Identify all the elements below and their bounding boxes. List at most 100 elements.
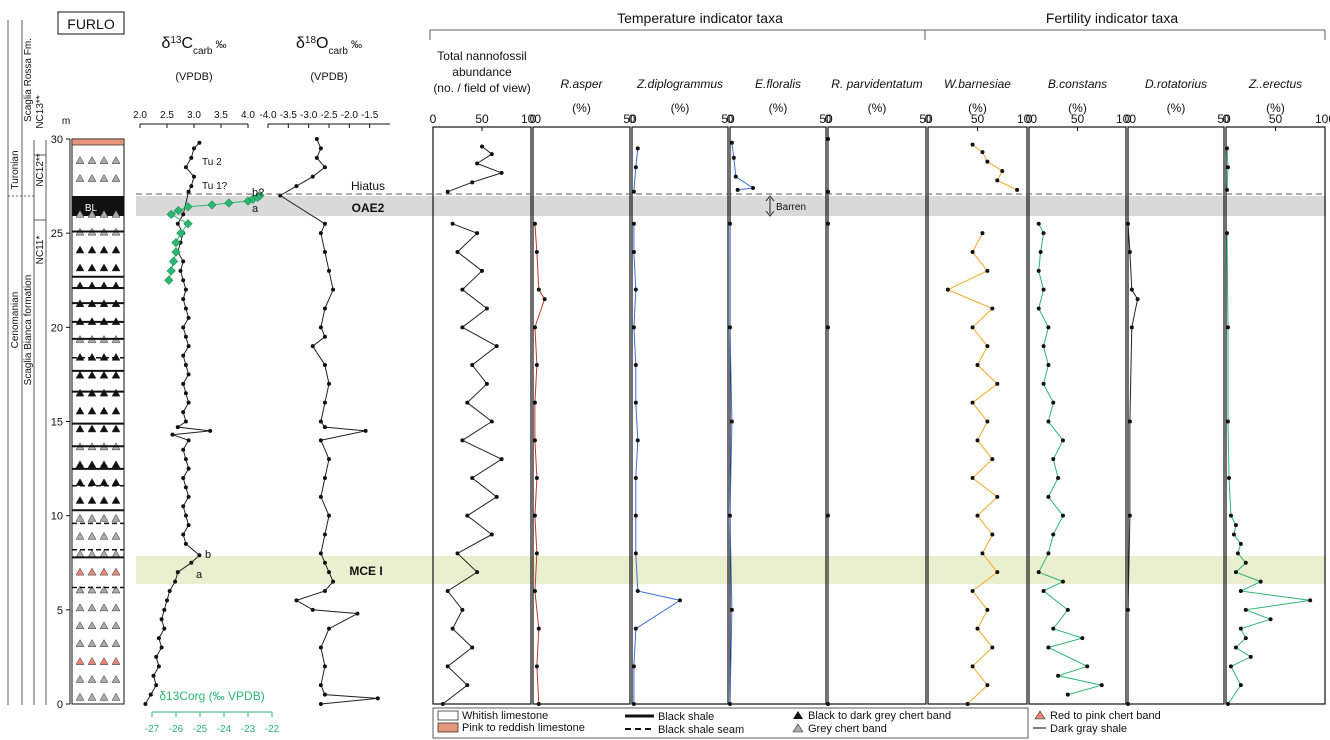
chert-band <box>99 603 109 612</box>
zerect-point <box>1243 560 1248 565</box>
wbarn-point <box>975 626 980 631</box>
c13-point <box>192 174 196 179</box>
wbarn-point <box>985 344 990 349</box>
rparv-tick-label: 50 <box>919 112 933 126</box>
zdiplo-frame <box>631 126 729 705</box>
rasper-point <box>532 400 537 405</box>
temperature-group-label: Temperature indicator taxa <box>617 10 783 26</box>
rparv-unit: (%) <box>868 101 887 115</box>
bconst-point <box>1051 457 1056 462</box>
o18-point <box>322 664 327 669</box>
c13-point <box>181 297 186 302</box>
total-point <box>489 152 494 157</box>
wbarn-point <box>1015 187 1020 192</box>
corg-point <box>183 202 193 212</box>
strat-labels: Turonian Cenomanian Scaglia Rossa Fm. Sc… <box>7 20 47 705</box>
chert-band <box>111 209 121 218</box>
c13-point <box>181 325 186 330</box>
corg-point <box>166 209 176 219</box>
rasper-point <box>534 664 539 669</box>
c13-point <box>181 353 186 358</box>
total-point <box>480 144 484 149</box>
bconst-point <box>1051 400 1056 405</box>
o18-tick-label: -4.0 <box>259 110 277 121</box>
zdiplo-point <box>633 551 638 556</box>
c13-point <box>192 146 196 151</box>
total-point <box>470 476 475 480</box>
chert-band <box>87 621 97 630</box>
chert-band <box>99 156 109 164</box>
o18-point <box>363 428 368 433</box>
panel-total: 0 50 100 Total nannofossil abundance (no. / f… <box>430 49 541 706</box>
zdiplo-point <box>633 513 638 518</box>
panel-rasper: 0 50R.asper(%) <box>530 77 637 706</box>
chert-band <box>99 657 109 665</box>
c13-point <box>181 410 186 415</box>
drot-tick-label: 50 <box>1217 112 1231 126</box>
chert-band <box>87 156 97 164</box>
c13-point <box>154 683 159 688</box>
o18-series-line <box>279 138 378 705</box>
wbarn-point <box>985 268 990 273</box>
c13-point <box>151 673 156 678</box>
chert-band <box>99 245 109 254</box>
eflor-series-line <box>729 223 733 705</box>
bconst-point <box>1065 607 1070 612</box>
zerect-point <box>1243 636 1248 641</box>
wbarn-tick-label: 100 <box>1017 112 1037 126</box>
wbarn-point <box>970 589 975 593</box>
corg-tick-label: -22 <box>265 724 280 735</box>
b-question-label: b? <box>252 187 264 199</box>
panel-c13: 2.0 2.5 3.0 3.5 4.0 δ13Ccarb ‰ (VPDB) <box>133 35 255 706</box>
bconst-point <box>1051 532 1056 537</box>
chert-band <box>111 496 121 504</box>
drot-point <box>1129 287 1134 292</box>
wbarn-series-line <box>972 144 1018 191</box>
wbarn-point <box>975 438 980 443</box>
corg-point <box>224 198 234 208</box>
chert-band <box>75 692 85 701</box>
chert-band <box>75 156 85 164</box>
o18-point <box>322 476 327 480</box>
c13-point <box>181 532 186 537</box>
bconst-point <box>1085 664 1090 669</box>
zerect-point <box>1233 645 1238 650</box>
o18-point <box>318 419 323 424</box>
section-name: FURLO <box>67 16 115 32</box>
o18-point <box>322 165 327 170</box>
bconst-tick-label: 50 <box>1071 112 1085 126</box>
zerect-point <box>1226 476 1231 480</box>
bconst-point <box>1041 287 1046 292</box>
c13-point <box>175 570 180 575</box>
depth-tick-label: 10 <box>51 511 63 523</box>
bconst-point <box>1036 306 1041 311</box>
c13-point <box>181 504 186 509</box>
rasper-frame <box>532 126 631 705</box>
c13-point <box>181 278 186 283</box>
chert-band <box>75 496 85 504</box>
chert-band <box>87 424 97 433</box>
bconst-point <box>1060 438 1065 443</box>
drot-series-line <box>1127 223 1139 704</box>
rasper-point <box>542 297 547 302</box>
zerect-point <box>1243 607 1248 612</box>
o18-point <box>310 344 315 349</box>
chert-band <box>75 585 85 594</box>
wbarn-point <box>975 363 980 367</box>
corg-point <box>171 247 181 257</box>
total-tick-label: 0 <box>430 112 437 126</box>
group-headers: Temperature indicator taxa Fertility ind… <box>429 10 1326 40</box>
bconst-tick-label: 100 <box>1116 112 1136 126</box>
zdiplo-point <box>633 363 638 367</box>
oae2-band <box>136 196 1326 216</box>
chert-band <box>75 245 85 254</box>
total-point <box>499 170 504 175</box>
c13-point <box>186 372 191 377</box>
rasper-point <box>534 250 539 254</box>
legend-black-shale: Black shale <box>658 711 714 723</box>
wbarn-point <box>1000 169 1005 174</box>
total-point <box>455 250 460 254</box>
o18-point <box>327 268 331 273</box>
c13-point <box>183 485 188 490</box>
